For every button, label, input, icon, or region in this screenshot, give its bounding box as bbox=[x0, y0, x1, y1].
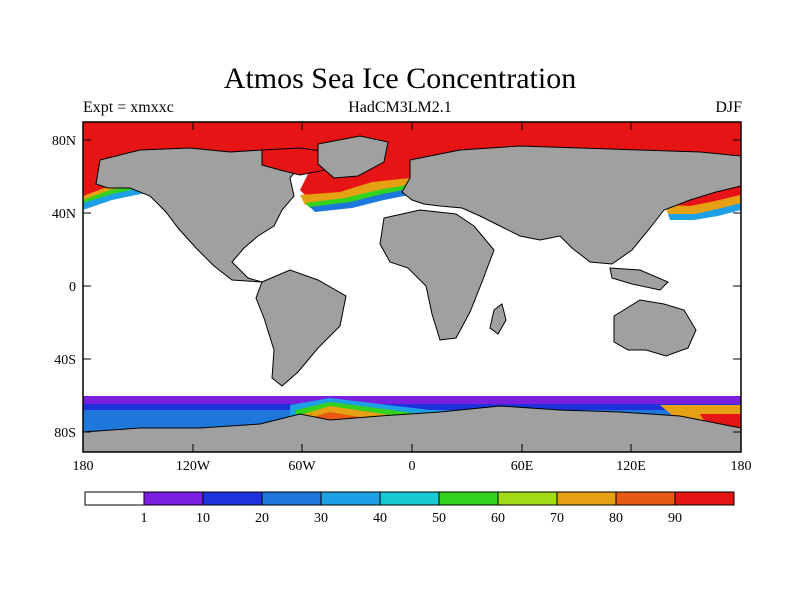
lon-label-60w: 60W bbox=[288, 459, 316, 474]
eurasia bbox=[401, 145, 741, 265]
colorbar-box-3 bbox=[261, 491, 322, 506]
indonesia bbox=[609, 267, 669, 291]
model-label: HadCM3LM2.1 bbox=[348, 99, 452, 116]
lon-ticks bbox=[192, 122, 632, 452]
lon-label-120e: 120E bbox=[616, 459, 646, 474]
colorbar-box-5 bbox=[379, 491, 440, 506]
colorbar-box-9 bbox=[615, 491, 676, 506]
colorbar-label-5: 50 bbox=[432, 511, 446, 526]
antarctica bbox=[83, 405, 741, 452]
colorbar-label-2: 20 bbox=[255, 511, 269, 526]
lon-label-120w: 120W bbox=[176, 459, 211, 474]
colorbar-label-7: 70 bbox=[550, 511, 564, 526]
colorbar-box-1 bbox=[143, 491, 204, 506]
colorbar-label-9: 90 bbox=[668, 511, 682, 526]
colorbar-label-4: 40 bbox=[373, 511, 387, 526]
atlantic-ice-edge-80 bbox=[300, 172, 440, 205]
lon-label-60e: 60E bbox=[511, 459, 534, 474]
hudson-bay-ice bbox=[261, 147, 331, 176]
okhotsk-ice-edge-40 bbox=[668, 203, 741, 220]
colorbar-box-10 bbox=[674, 491, 735, 506]
greenland bbox=[317, 135, 389, 179]
land-masses bbox=[83, 135, 741, 452]
lat-label-40s: 40S bbox=[54, 353, 76, 368]
colorbar-box-2 bbox=[202, 491, 263, 506]
colorbar-box-0 bbox=[84, 491, 145, 506]
map-title: Atmos Sea Ice Concentration bbox=[223, 62, 577, 95]
colorbar-box-8 bbox=[556, 491, 617, 506]
colorbar-label-1: 10 bbox=[196, 511, 210, 526]
colorbar bbox=[84, 491, 735, 506]
colorbar-label-6: 60 bbox=[491, 511, 505, 526]
colorbar-box-7 bbox=[497, 491, 558, 506]
colorbar-label-3: 30 bbox=[314, 511, 328, 526]
lon-label-180w: 180 bbox=[73, 459, 94, 474]
africa bbox=[379, 209, 495, 341]
lat-label-40n: 40N bbox=[52, 207, 76, 222]
season-label: DJF bbox=[715, 99, 742, 116]
lat-label-0: 0 bbox=[69, 280, 76, 295]
lat-ticks bbox=[83, 139, 741, 433]
lon-label-180e: 180 bbox=[731, 459, 752, 474]
south-america bbox=[255, 269, 347, 387]
colorbar-box-6 bbox=[438, 491, 499, 506]
lon-label-0: 0 bbox=[409, 459, 416, 474]
colorbar-box-4 bbox=[320, 491, 381, 506]
okhotsk-ice-edge-80 bbox=[665, 195, 741, 216]
australia bbox=[613, 299, 697, 357]
colorbar-labels: 1 10 20 30 40 50 60 70 80 90 bbox=[141, 511, 683, 526]
lat-label-80n: 80N bbox=[52, 134, 76, 149]
lat-label-80s: 80S bbox=[54, 426, 76, 441]
colorbar-label-8: 80 bbox=[609, 511, 623, 526]
experiment-label: Expt = xmxxc bbox=[83, 99, 174, 116]
colorbar-label-0: 1 bbox=[141, 511, 148, 526]
map-layer bbox=[83, 122, 741, 452]
madagascar bbox=[489, 303, 507, 335]
